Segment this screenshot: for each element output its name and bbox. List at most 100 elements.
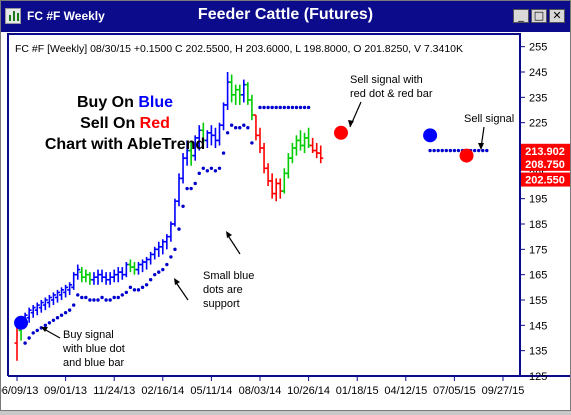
support-dot [238,126,242,130]
svg-text:red dot & red bar: red dot & red bar [350,88,433,100]
support-dot [477,148,481,153]
close-button[interactable]: ✕ [549,9,565,23]
support-dot [452,148,457,153]
svg-text:Buy On Blue: Buy On Blue [77,94,173,111]
support-dot [67,308,72,312]
support-dot [205,169,210,173]
sell-signal-dot [334,125,348,140]
y-tick-label: 165 [529,270,547,282]
x-tick-label: 09/01/13 [44,385,87,397]
support-dot [472,148,477,153]
x-tick-label: 07/05/15 [433,385,476,397]
price-bar [75,264,81,280]
support-dot [59,313,64,317]
buy-signal-annotation: Buy signal with blue dot and blue bar [41,327,125,369]
support-dot [270,105,274,110]
support-dot [108,298,112,302]
support-dot [306,105,311,110]
support-dot [298,105,303,110]
support-dot [290,105,295,110]
y-tick-label: 185 [529,219,547,231]
support-dot [217,166,222,170]
support-dot [201,166,205,170]
support-dot [55,316,60,320]
buy-signal-dot [14,315,29,330]
svg-text:Sell signal with: Sell signal with [350,74,423,86]
support-dot [181,204,185,208]
x-tick-label: 06/09/13 [1,385,38,397]
y-tick-label: 245 [529,67,547,79]
support-dot [161,267,165,272]
price-box-label: 202.550 [525,175,565,187]
title-bar[interactable]: FC #F Weekly Feeder Cattle (Futures) _ □… [1,1,570,32]
support-dot [213,169,218,173]
x-tick-label: 02/16/14 [141,385,184,397]
support-dot [27,336,31,340]
price-chart: FC #F [Weekly] 08/30/15 +0.1500 C 202.55… [0,32,570,410]
price-bar [42,297,48,311]
svg-text:Buy signal: Buy signal [63,329,114,341]
support-dot [148,278,153,282]
support-dot [76,293,80,297]
price-bar [67,282,73,295]
support-dot [448,148,453,153]
support-dot [92,298,96,302]
support-dot [47,321,52,325]
x-axis: 06/09/13 09/01/13 11/24/13 02/16/14 05/11/14… [0,376,524,397]
svg-text:and blue bar: and blue bar [63,357,124,369]
support-dot [286,105,291,110]
svg-text:dots are: dots are [203,284,243,296]
support-dot [35,328,39,333]
price-bar [55,289,60,303]
y-tick-label: 195 [529,194,547,206]
support-dot [225,131,230,135]
buy-arrow [43,328,61,339]
y-tick-label: 125 [529,371,547,383]
support-dot [165,262,169,267]
support-dot [144,283,149,287]
support-dot [266,105,270,110]
sell-signal-annotation: Sell signal [464,113,514,150]
support-arrow-left [174,280,189,301]
support-dot [100,295,104,300]
support-dot [221,151,226,155]
support-dot [432,148,436,153]
support-dot [173,247,177,252]
x-tick-label: 08/03/14 [239,385,282,397]
minimize-button[interactable]: _ [513,9,529,23]
support-dot [485,148,489,153]
support-dot [428,148,432,153]
support-dot [234,126,238,130]
price-bar [38,300,44,313]
support-dot [23,341,27,345]
support-dot [51,318,56,322]
support-dot [262,105,266,110]
y-tick-label: 255 [529,42,547,54]
support-dot [80,295,84,300]
y-tick-label: 175 [529,244,547,256]
support-dot [246,126,250,130]
x-tick-label: 01/18/15 [336,385,379,397]
svg-text:Small blue: Small blue [203,270,254,282]
support-dot [72,303,76,307]
maximize-button[interactable]: □ [531,9,547,23]
support-dot [104,298,108,302]
support-annotation: Small blue dots are support [174,231,254,310]
signal-markers [14,125,474,330]
price-bar [50,292,56,306]
buy-signal-dot [423,128,438,143]
svg-text:Sell On Red: Sell On Red [80,115,170,132]
support-dot [157,270,161,274]
support-dots [23,105,489,345]
support-dot [436,148,440,153]
price-box-label: 208.750 [525,159,565,171]
support-dot [63,310,68,315]
support-dot [229,123,234,127]
support-dot [169,255,173,259]
support-dot [112,295,116,300]
support-dot [120,293,125,297]
svg-text:with blue dot: with blue dot [62,343,125,355]
chart-title: Feeder Cattle (Futures) [197,6,374,23]
support-dot [132,288,137,292]
